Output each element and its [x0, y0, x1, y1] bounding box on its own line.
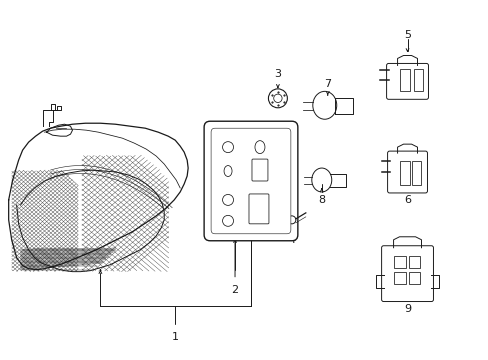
Bar	[399, 161, 408, 185]
Bar	[411, 161, 421, 185]
Text: 4: 4	[288, 235, 295, 245]
Text: 5: 5	[403, 30, 410, 40]
Bar	[399, 69, 408, 91]
FancyBboxPatch shape	[386, 63, 427, 99]
Text: 9: 9	[403, 305, 410, 315]
FancyBboxPatch shape	[248, 194, 268, 224]
FancyBboxPatch shape	[381, 246, 432, 302]
Text: 8: 8	[318, 195, 325, 205]
Bar	[407, 272, 420, 284]
Bar	[407, 256, 420, 268]
Bar	[393, 272, 405, 284]
Bar	[393, 256, 405, 268]
FancyBboxPatch shape	[211, 128, 290, 234]
FancyBboxPatch shape	[203, 121, 297, 241]
FancyBboxPatch shape	[387, 151, 427, 193]
Text: 3: 3	[274, 69, 281, 80]
FancyBboxPatch shape	[251, 159, 267, 181]
Text: 7: 7	[324, 79, 331, 89]
Text: 1: 1	[171, 332, 178, 342]
Text: 2: 2	[231, 284, 238, 294]
Text: 6: 6	[403, 195, 410, 205]
Bar	[413, 69, 423, 91]
